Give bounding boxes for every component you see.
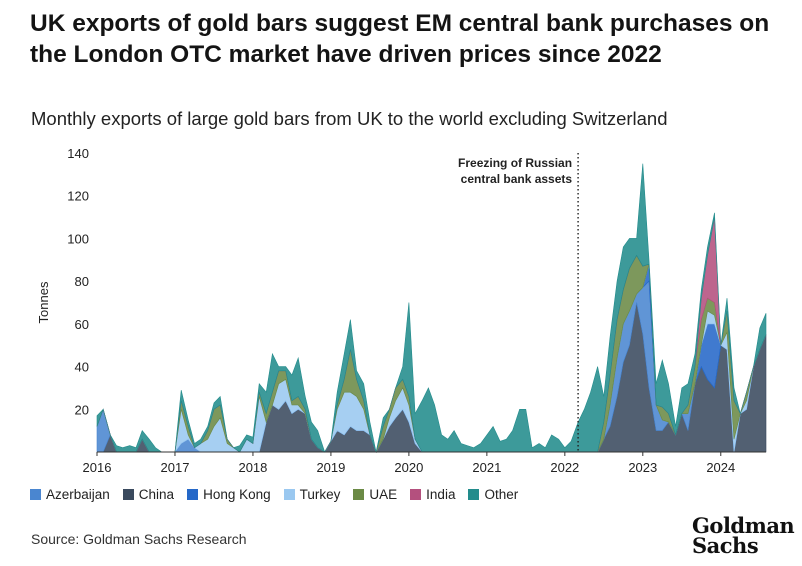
y-tick-label: 20 xyxy=(75,402,89,417)
chart-area: Tonnes 20 40 60 80 100 120 140 2016 2017 2018 2019 2… xyxy=(36,146,767,475)
legend-item-india: India xyxy=(410,487,455,502)
goldman-sachs-logo: Goldman Sachs xyxy=(692,513,795,558)
x-tick-label: 2019 xyxy=(316,460,345,475)
y-tick-label: 60 xyxy=(75,317,89,332)
legend-swatch xyxy=(283,489,295,500)
legend-label: India xyxy=(426,487,456,502)
y-tick-label: 140 xyxy=(67,146,89,161)
y-tick-label: 100 xyxy=(67,231,89,246)
legend-item-china: China xyxy=(122,487,175,502)
y-axis-label: Tonnes xyxy=(36,281,51,323)
legend-item-azerbaijan: Azerbaijan xyxy=(30,487,110,502)
x-tick-label: 2018 xyxy=(238,460,267,475)
legend-item-hong-kong: Hong Kong xyxy=(187,487,271,502)
annotation-text: Freezing of Russian xyxy=(458,156,572,170)
x-tick-label: 2017 xyxy=(161,460,190,475)
legend-swatch xyxy=(122,489,134,500)
logo-line-2: Sachs xyxy=(692,533,759,558)
legend-label: China xyxy=(138,487,175,502)
x-tick-label: 2021 xyxy=(472,460,501,475)
annotation-text: central bank assets xyxy=(461,172,573,186)
x-tick-label: 2016 xyxy=(83,460,112,475)
legend-swatch xyxy=(353,489,365,500)
chart-subtitle: Monthly exports of large gold bars from … xyxy=(31,108,668,129)
legend-swatch xyxy=(30,489,41,500)
source-note: Source: Goldman Sachs Research xyxy=(31,531,247,547)
legend-label: UAE xyxy=(369,487,398,502)
legend-swatch xyxy=(468,489,480,500)
y-tick-label: 80 xyxy=(75,274,89,289)
legend-label: Azerbaijan xyxy=(46,487,110,502)
x-tick-label: 2022 xyxy=(550,460,579,475)
series-area-other xyxy=(96,163,767,453)
x-tick-label: 2024 xyxy=(706,460,735,475)
legend-label: Other xyxy=(484,487,519,502)
legend-item-uae: UAE xyxy=(353,487,397,502)
legend: Azerbaijan China Hong Kong Turkey UAE India Ot… xyxy=(30,487,531,502)
legend-label: Turkey xyxy=(299,487,341,502)
legend-item-other: Other xyxy=(468,487,518,502)
legend-swatch xyxy=(410,489,422,500)
y-tick-label: 120 xyxy=(67,189,89,204)
y-tick-label: 40 xyxy=(75,360,89,375)
x-tick-label: 2023 xyxy=(628,460,657,475)
legend-swatch xyxy=(187,489,199,500)
x-tick-label: 2020 xyxy=(394,460,423,475)
chart-title: UK exports of gold bars suggest EM centr… xyxy=(30,10,770,68)
legend-item-turkey: Turkey xyxy=(283,487,341,502)
legend-label: Hong Kong xyxy=(203,487,271,502)
logo-line-1: Goldman xyxy=(692,513,795,538)
